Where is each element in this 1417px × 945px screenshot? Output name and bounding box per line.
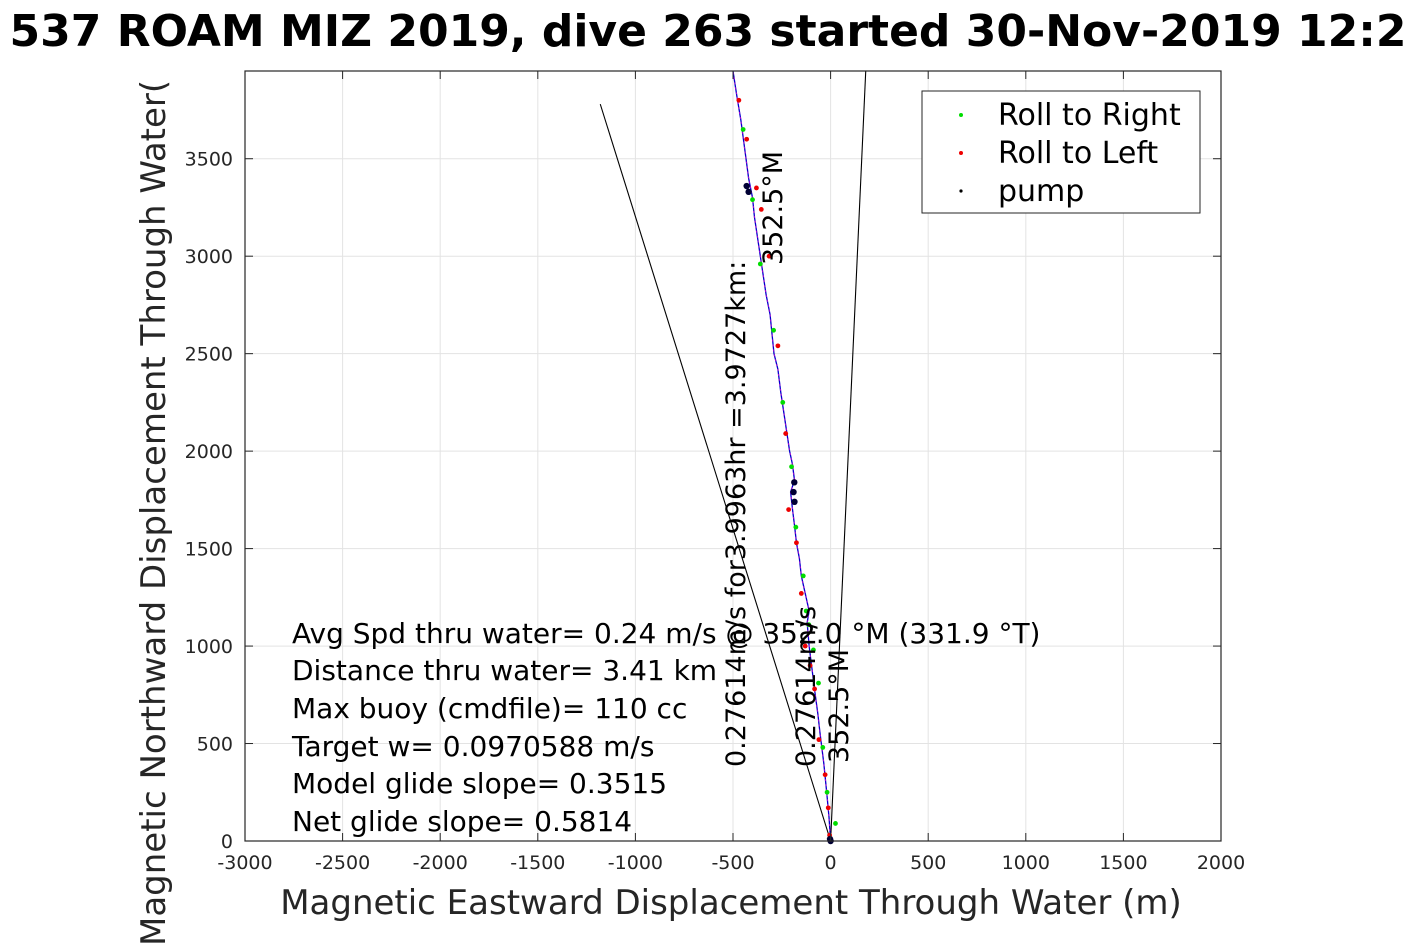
roll-left-point: [758, 207, 764, 212]
rotated-label-speed-upper: 0.27614m/s for3.9963hr =3.9727km:: [721, 261, 752, 767]
x-tick-label: -500: [711, 852, 754, 874]
roll-left-point: [783, 431, 789, 436]
y-tick-label: 0: [221, 831, 233, 853]
roll-right-point: [820, 745, 826, 750]
roll-right-point: [811, 647, 816, 653]
y-tick-label: 2500: [185, 344, 233, 366]
roll-right-point: [780, 399, 786, 405]
x-tick-label: 0: [825, 852, 837, 874]
pump-point: [790, 488, 797, 496]
roll-right-point: [740, 127, 746, 132]
y-tick-label: 3000: [185, 246, 233, 268]
annotation-max-buoy: Max buoy (cmdfile)= 110 cc: [292, 692, 687, 725]
roll-right-point: [803, 608, 809, 614]
roll-left-point: [775, 343, 781, 349]
roll-left-point: [744, 136, 750, 142]
roll-left-point: [766, 253, 772, 259]
roll-left-point: [812, 686, 817, 692]
roll-right-point: [757, 261, 763, 267]
legend-label-pump: pump: [998, 174, 1084, 209]
x-tick-label: -1500: [510, 852, 565, 874]
roll-left-point: [754, 185, 759, 191]
roll-left-point: [816, 737, 822, 743]
roll-right-point: [816, 680, 821, 686]
pump-point: [791, 479, 798, 486]
rotated-label-heading-lower: 352.5°M: [824, 649, 855, 763]
x-tick-label: 1500: [1099, 852, 1147, 874]
legend-marker-pump: [959, 189, 963, 193]
roll-left-point: [786, 507, 792, 513]
legend: Roll to Right Roll to Left pump: [921, 90, 1201, 214]
y-tick-label: 2000: [185, 441, 233, 463]
x-tick-label: -2500: [315, 852, 370, 874]
pump-point: [743, 182, 750, 190]
roll-right-point: [800, 573, 806, 579]
annotation-target-w: Target w= 0.0970588 m/s: [291, 730, 654, 763]
rotated-label-heading-upper: 352.5°M: [758, 151, 789, 265]
y-tick-label: 1000: [185, 636, 233, 658]
annotation-model-glide: Model glide slope= 0.3515: [292, 767, 667, 800]
roll-left-point: [798, 591, 804, 596]
x-tick-label: -2000: [413, 852, 468, 874]
annotation-distance: Distance thru water= 3.41 km: [292, 654, 717, 687]
roll-right-point: [750, 197, 755, 203]
annotation-net-glide: Net glide slope= 0.5814: [292, 805, 632, 838]
x-tick-label: -3000: [217, 852, 272, 874]
roll-right-point: [833, 821, 838, 826]
chart-title: 537 ROAM MIZ 2019, dive 263 started 30-N…: [10, 6, 1407, 57]
x-tick-label: -1000: [608, 852, 663, 874]
annotation-block: Avg Spd thru water= 0.24 m/s @ 352.0 °M …: [291, 617, 1040, 838]
legend-marker-roll-right: [959, 113, 963, 117]
y-tick-label: 3500: [185, 149, 233, 171]
roll-left-point: [822, 772, 828, 778]
x-axis-label: Magnetic Eastward Displacement Through W…: [280, 883, 1182, 923]
annotation-avg-speed: Avg Spd thru water= 0.24 m/s @ 352.0 °M …: [292, 617, 1040, 650]
y-tick-label: 500: [197, 734, 233, 756]
pump-point: [791, 498, 798, 506]
axis-ticks: -3000 -2500 -2000 -1500 -1000 -500 0 500 1000 150…: [185, 71, 1245, 874]
legend-box: [921, 90, 1201, 214]
x-tick-label: 2000: [1197, 852, 1245, 874]
reference-lines: [599, 70, 867, 842]
roll-right-point: [793, 524, 799, 530]
roll-left-point: [802, 643, 808, 649]
roll-right-point: [771, 327, 777, 333]
dive-track: [732, 70, 832, 842]
roll-right-point: [824, 789, 830, 795]
y-tick-label: 1500: [185, 539, 233, 561]
reference-line: [599, 103, 832, 842]
legend-marker-roll-left: [959, 151, 963, 155]
roll-left-point: [736, 97, 742, 103]
legend-label-roll-left: Roll to Left: [998, 136, 1158, 171]
x-tick-label: 1000: [1002, 852, 1050, 874]
track-overlay-line: [732, 70, 831, 842]
y-axis-label: Magnetic Northward Displacement Through …: [134, 80, 174, 945]
roll-left-point: [825, 805, 831, 811]
roll-left-point: [807, 663, 813, 668]
x-tick-label: 500: [910, 852, 946, 874]
rotated-label-speed-lower: 0.27614m/s: [791, 606, 822, 767]
roll-right-point: [806, 622, 812, 628]
roll-right-point: [789, 464, 794, 470]
roll-left-point: [794, 540, 799, 546]
reference-line: [830, 70, 867, 842]
pump-point: [745, 188, 752, 196]
roll-points: [736, 97, 838, 845]
legend-label-roll-right: Roll to Right: [998, 98, 1181, 133]
